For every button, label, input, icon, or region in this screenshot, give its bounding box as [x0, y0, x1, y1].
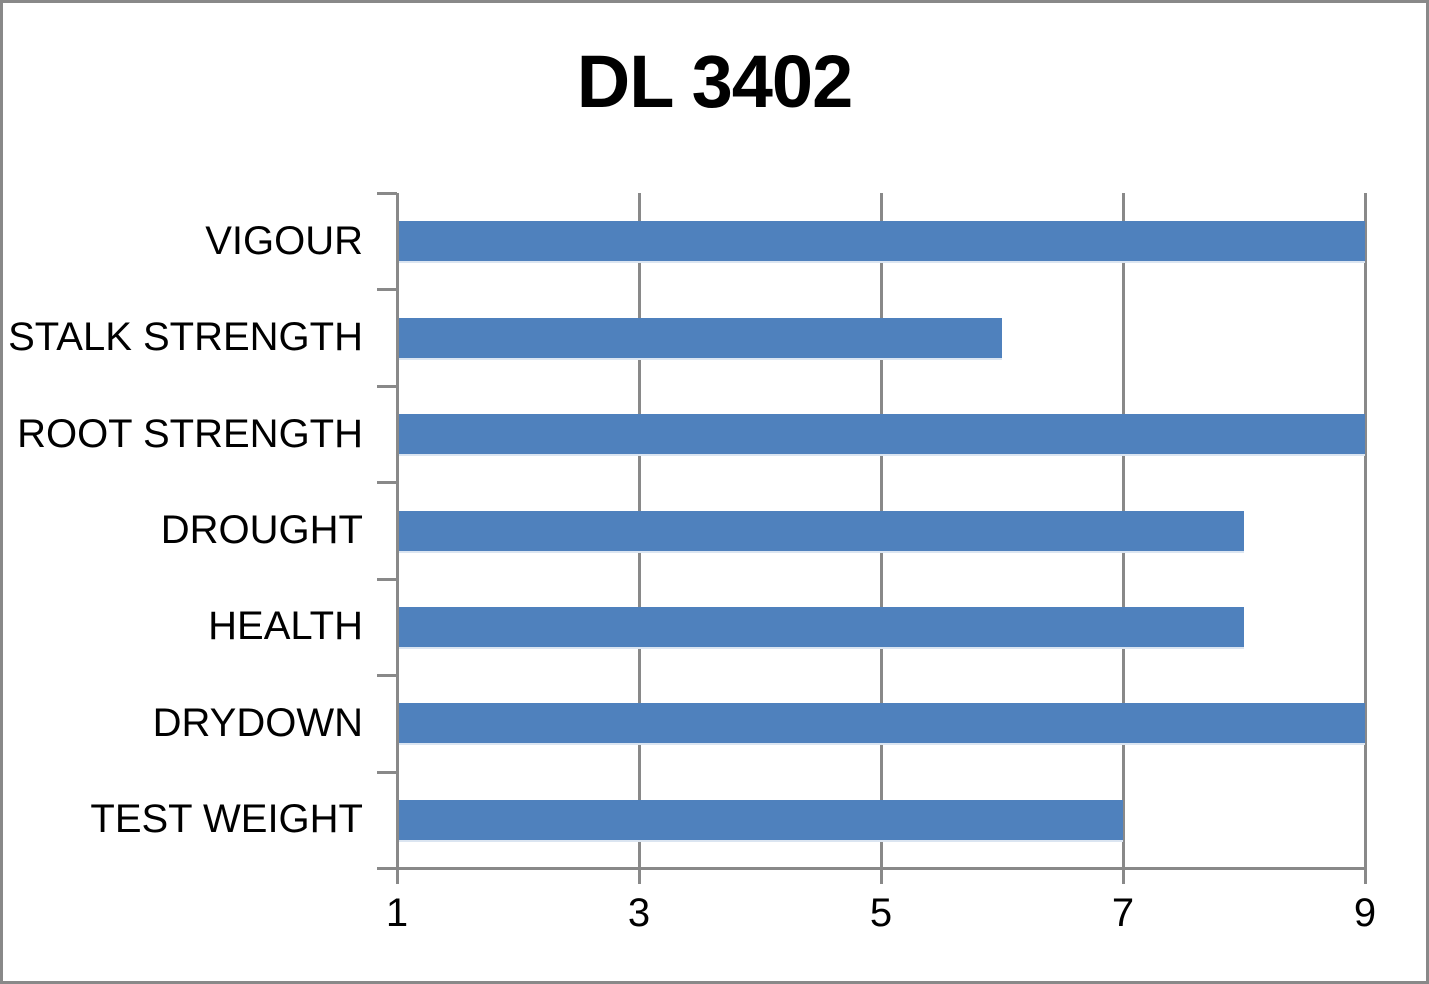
x-tick-label-3: 3	[627, 891, 651, 935]
category-label-drought: DROUGHT	[160, 507, 363, 552]
bar-root-strength	[399, 414, 1365, 455]
category-label-health: HEALTH	[208, 604, 363, 649]
x-tick-label-9: 9	[1353, 891, 1377, 935]
bar-test-weight	[399, 799, 1123, 840]
category-label-root-strength: ROOT STRENGTH	[17, 411, 363, 456]
x-axis-tick-3	[638, 868, 641, 884]
x-axis-tick-5	[880, 868, 883, 884]
y-axis-tick	[377, 770, 397, 774]
category-label-stalk-strength: STALK STRENGTH	[8, 315, 363, 360]
x-axis-tick-9	[1364, 868, 1367, 884]
y-axis-tick	[377, 577, 397, 581]
bar-drydown	[399, 703, 1365, 744]
y-axis-tick	[377, 674, 397, 678]
bar-vigour	[399, 221, 1365, 262]
gridline-9	[1364, 193, 1367, 868]
bar-drought	[399, 510, 1244, 551]
category-label-vigour: VIGOUR	[205, 218, 363, 263]
x-tick-label-1: 1	[385, 891, 409, 935]
category-label-test-weight: TEST WEIGHT	[90, 797, 363, 842]
y-axis-tick	[377, 192, 397, 195]
x-tick-label-7: 7	[1111, 891, 1135, 935]
bar-health	[399, 606, 1244, 647]
value-axis-line	[396, 193, 399, 884]
y-axis-tick	[377, 867, 397, 870]
category-label-drydown: DRYDOWN	[152, 700, 363, 745]
y-axis-tick	[377, 288, 397, 292]
y-axis-tick	[377, 384, 397, 388]
x-tick-label-5: 5	[869, 891, 893, 935]
chart-title: DL 3402	[576, 40, 854, 123]
category-axis-line	[377, 867, 1366, 870]
y-axis-tick	[377, 481, 397, 485]
bar-stalk-strength	[399, 317, 1002, 358]
x-axis-tick-7	[1122, 868, 1125, 884]
x-axis-tick-1	[396, 868, 399, 884]
